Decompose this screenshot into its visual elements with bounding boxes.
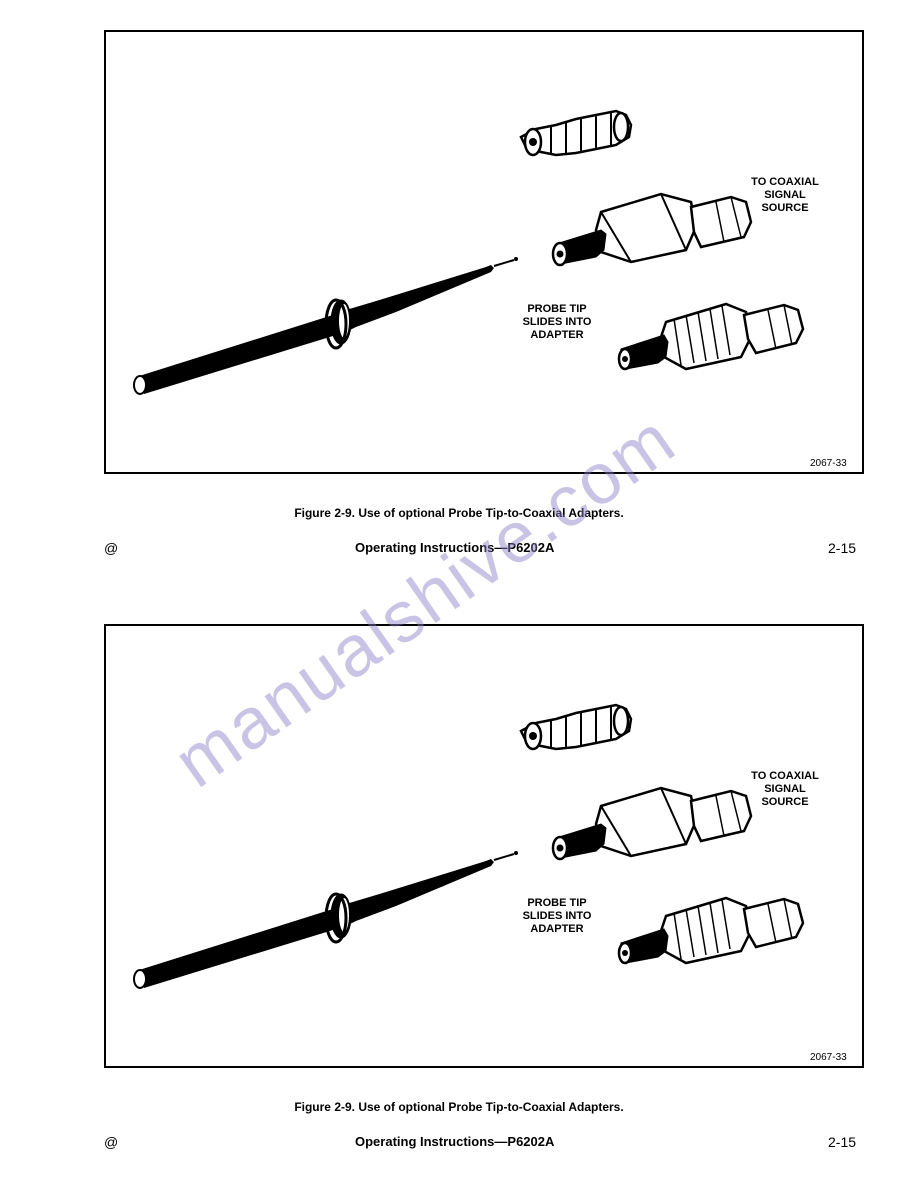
diagram-svg-1: [106, 32, 866, 476]
label-to-coaxial-2: TO COAXIAL SIGNAL SOURCE: [730, 770, 840, 810]
label-line: SOURCE: [761, 202, 808, 214]
label-line: SOURCE: [761, 796, 808, 808]
hex-adapter-middle: [553, 788, 751, 859]
figure-caption-2: Figure 2-9. Use of optional Probe Tip-to…: [0, 1100, 918, 1114]
label-line: SLIDES INTO: [523, 316, 592, 328]
figure-number-2: 2067-33: [810, 1052, 847, 1063]
label-line: PROBE TIP: [527, 303, 586, 315]
page-number-1: 2-15: [828, 540, 856, 556]
knurled-adapter-bottom: [619, 898, 803, 963]
label-probe-tip-1: PROBE TIP SLIDES INTO ADAPTER: [502, 303, 612, 343]
footer-at-1: @: [104, 540, 118, 556]
figure-number-1: 2067-33: [810, 458, 847, 469]
probe-body: [134, 257, 518, 394]
footer-at-2: @: [104, 1134, 118, 1150]
label-line: SIGNAL: [764, 189, 806, 201]
page-number-2: 2-15: [828, 1134, 856, 1150]
diagram-frame-1: [104, 30, 864, 474]
diagram-frame-2: [104, 624, 864, 1068]
label-line: TO COAXIAL: [751, 176, 819, 188]
bnc-adapter-top: [521, 111, 631, 155]
probe-body: [134, 851, 518, 988]
footer-center-2: Operating Instructions—P6202A: [355, 1134, 554, 1149]
diagram-svg-2: [106, 626, 866, 1070]
figure-caption-1: Figure 2-9. Use of optional Probe Tip-to…: [0, 506, 918, 520]
label-line: SLIDES INTO: [523, 910, 592, 922]
label-line: PROBE TIP: [527, 897, 586, 909]
label-line: ADAPTER: [530, 923, 583, 935]
label-line: TO COAXIAL: [751, 770, 819, 782]
label-line: ADAPTER: [530, 329, 583, 341]
label-to-coaxial-1: TO COAXIAL SIGNAL SOURCE: [730, 176, 840, 216]
footer-center-1: Operating Instructions—P6202A: [355, 540, 554, 555]
label-line: SIGNAL: [764, 783, 806, 795]
label-probe-tip-2: PROBE TIP SLIDES INTO ADAPTER: [502, 897, 612, 937]
knurled-adapter-bottom: [619, 304, 803, 369]
bnc-adapter-top: [521, 705, 631, 749]
hex-adapter-middle: [553, 194, 751, 265]
